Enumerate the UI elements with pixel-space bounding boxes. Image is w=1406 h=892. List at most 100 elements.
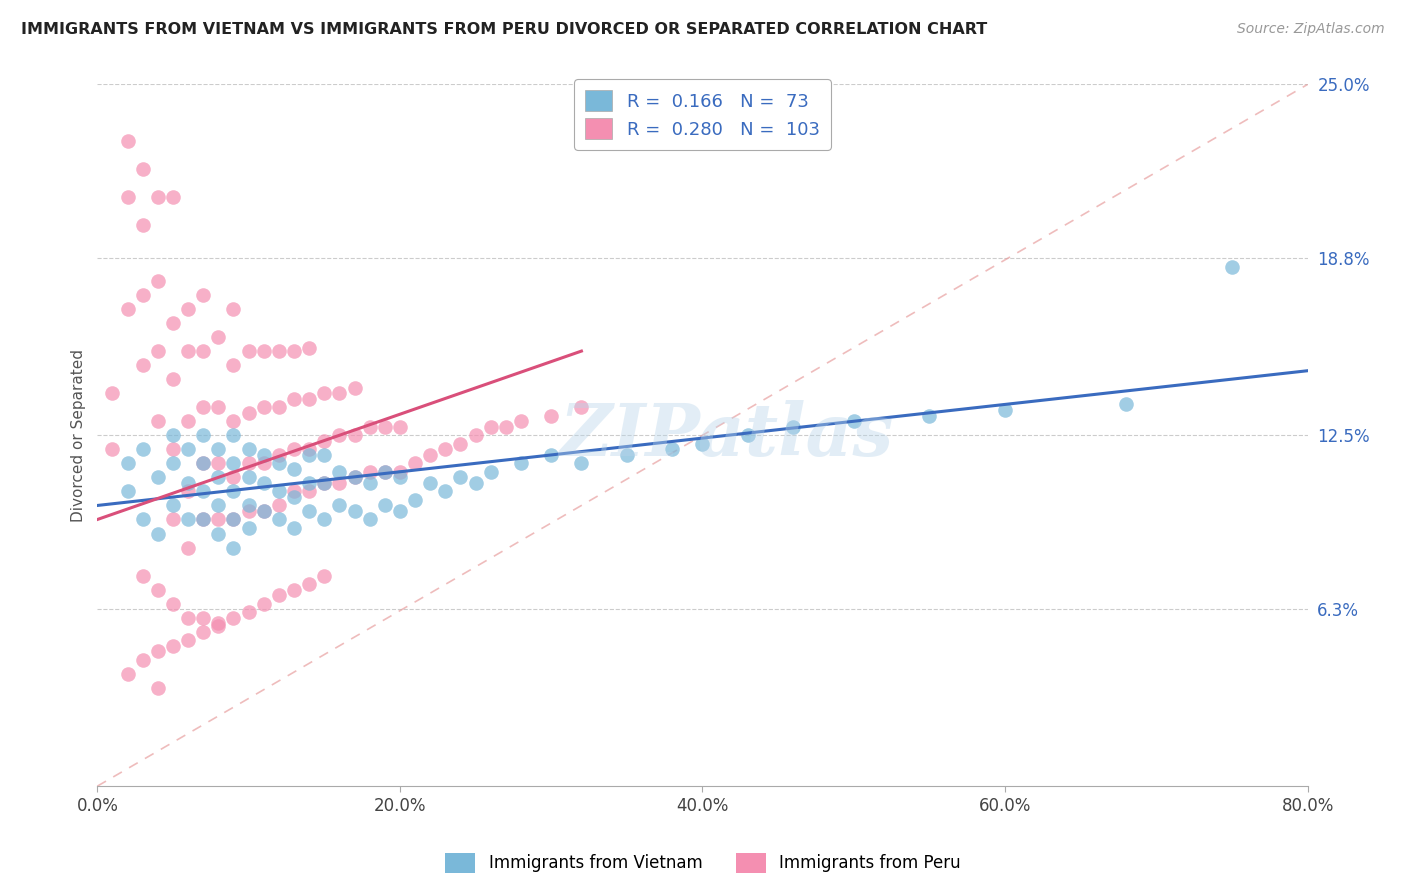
Point — [314, 475, 336, 490]
Point — [193, 456, 215, 470]
Point — [298, 442, 321, 457]
Point — [222, 301, 245, 316]
Point — [238, 344, 260, 359]
Point — [298, 448, 321, 462]
Point — [207, 456, 229, 470]
Point — [479, 465, 502, 479]
Point — [222, 428, 245, 442]
Point — [253, 401, 276, 415]
Point — [238, 605, 260, 619]
Point — [328, 475, 350, 490]
Point — [298, 484, 321, 499]
Point — [842, 414, 865, 428]
Point — [238, 499, 260, 513]
Point — [994, 403, 1017, 417]
Point — [343, 504, 366, 518]
Point — [314, 512, 336, 526]
Point — [267, 512, 290, 526]
Point — [193, 428, 215, 442]
Point — [162, 190, 184, 204]
Point — [101, 442, 124, 457]
Point — [404, 456, 426, 470]
Point — [267, 344, 290, 359]
Point — [146, 526, 169, 541]
Point — [267, 456, 290, 470]
Point — [132, 218, 155, 232]
Point — [314, 448, 336, 462]
Point — [495, 420, 517, 434]
Point — [193, 611, 215, 625]
Point — [434, 484, 457, 499]
Point — [193, 512, 215, 526]
Point — [162, 597, 184, 611]
Point — [343, 428, 366, 442]
Point — [328, 428, 350, 442]
Point — [359, 420, 381, 434]
Point — [737, 428, 759, 442]
Point — [162, 372, 184, 386]
Point — [510, 414, 533, 428]
Point — [132, 653, 155, 667]
Point — [298, 392, 321, 406]
Point — [328, 465, 350, 479]
Point — [238, 521, 260, 535]
Point — [464, 428, 486, 442]
Point — [918, 409, 941, 423]
Point — [238, 504, 260, 518]
Point — [132, 358, 155, 372]
Point — [132, 512, 155, 526]
Point — [177, 344, 200, 359]
Point — [162, 316, 184, 330]
Point — [177, 442, 200, 457]
Point — [359, 512, 381, 526]
Point — [222, 470, 245, 484]
Point — [193, 344, 215, 359]
Point — [207, 330, 229, 344]
Point — [193, 624, 215, 639]
Point — [222, 358, 245, 372]
Text: Source: ZipAtlas.com: Source: ZipAtlas.com — [1237, 22, 1385, 37]
Point — [253, 504, 276, 518]
Point — [193, 288, 215, 302]
Point — [117, 456, 139, 470]
Point — [253, 504, 276, 518]
Point — [177, 475, 200, 490]
Point — [162, 428, 184, 442]
Point — [162, 442, 184, 457]
Point — [267, 499, 290, 513]
Point — [359, 475, 381, 490]
Point — [267, 484, 290, 499]
Point — [359, 465, 381, 479]
Text: ZIPatlas: ZIPatlas — [560, 400, 894, 471]
Point — [616, 448, 638, 462]
Point — [146, 190, 169, 204]
Point — [253, 456, 276, 470]
Point — [283, 484, 305, 499]
Point — [449, 436, 471, 450]
Point — [132, 442, 155, 457]
Point — [146, 414, 169, 428]
Point — [253, 475, 276, 490]
Point — [117, 484, 139, 499]
Point — [314, 434, 336, 448]
Point — [328, 499, 350, 513]
Point — [162, 499, 184, 513]
Point — [298, 504, 321, 518]
Point — [419, 475, 441, 490]
Point — [510, 456, 533, 470]
Point — [1220, 260, 1243, 274]
Point — [222, 414, 245, 428]
Point — [238, 456, 260, 470]
Point — [177, 414, 200, 428]
Point — [661, 442, 683, 457]
Point — [298, 475, 321, 490]
Point — [449, 470, 471, 484]
Point — [117, 190, 139, 204]
Point — [162, 639, 184, 653]
Point — [146, 681, 169, 695]
Point — [162, 512, 184, 526]
Point — [222, 541, 245, 555]
Point — [298, 341, 321, 355]
Point — [253, 597, 276, 611]
Point — [238, 406, 260, 420]
